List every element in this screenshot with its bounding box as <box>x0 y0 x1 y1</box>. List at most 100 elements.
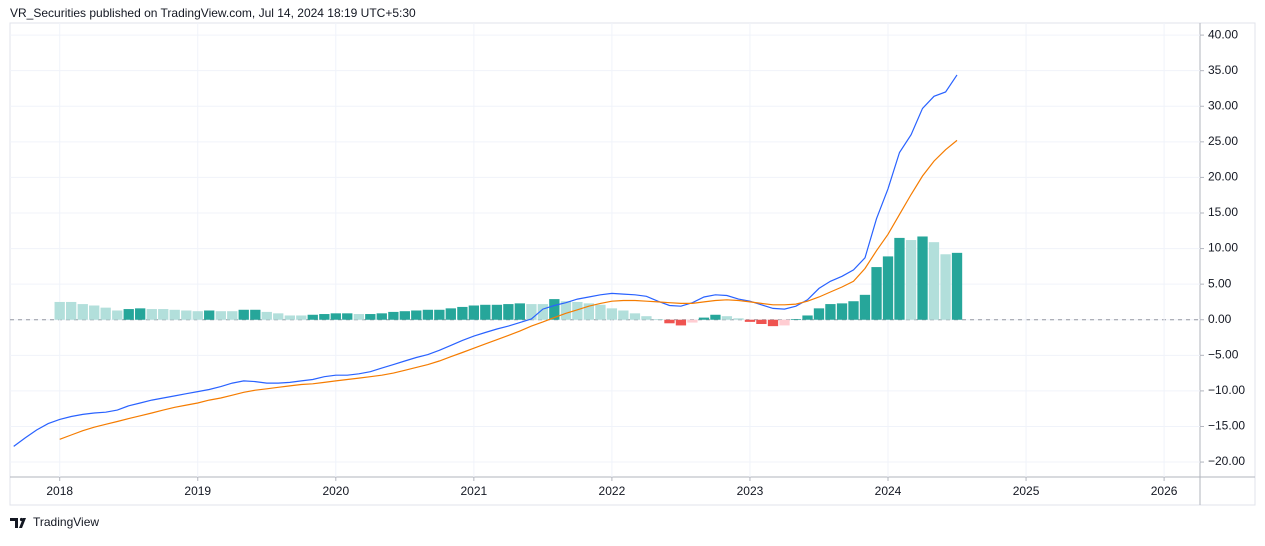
histogram-bar <box>560 301 572 320</box>
histogram-bar <box>882 256 894 320</box>
x-tick-label: 2021 <box>460 484 487 498</box>
histogram-bar <box>549 299 560 320</box>
histogram-bar <box>342 313 353 320</box>
histogram-bar <box>181 310 192 320</box>
histogram-bar <box>618 310 629 320</box>
histogram-bar <box>802 315 813 320</box>
histogram-bar <box>779 319 790 326</box>
y-tick-label: 20.00 <box>1208 170 1238 184</box>
histogram-bar <box>733 318 744 320</box>
x-tick-label: 2018 <box>46 484 73 498</box>
histogram-bar <box>710 314 721 320</box>
histogram-bar <box>399 311 410 320</box>
histogram-bar <box>192 311 203 320</box>
histogram-bar <box>848 301 859 320</box>
histogram-bar <box>135 308 146 320</box>
histogram-bar <box>744 319 756 322</box>
x-tick-label: 2019 <box>184 484 211 498</box>
histogram-bar <box>894 237 905 320</box>
logo <box>10 517 26 528</box>
histogram-bar <box>572 301 583 320</box>
frame <box>9 22 1256 506</box>
histogram-bar <box>319 314 330 320</box>
histogram-bar <box>583 303 595 320</box>
y-tick-label: −10.00 <box>1208 383 1245 397</box>
y-tick-label: 35.00 <box>1208 63 1238 77</box>
y-tick-label: 10.00 <box>1208 241 1238 255</box>
histogram-bar <box>261 311 272 320</box>
histogram-bar <box>940 254 951 320</box>
header: VR_Securities published on TradingView.c… <box>10 6 416 20</box>
histogram-bar <box>514 303 525 320</box>
histogram-bar <box>146 309 157 320</box>
histogram-bar <box>227 311 238 320</box>
histogram-bar <box>871 267 882 320</box>
footer: TradingView <box>33 515 99 529</box>
histogram-bar <box>790 319 802 320</box>
histogram-bar <box>641 316 652 320</box>
line <box>59 139 958 440</box>
histogram-bar <box>951 252 963 320</box>
histogram-bar <box>89 305 100 320</box>
y-tick-label: −20.00 <box>1208 454 1245 468</box>
y-tick-label: −15.00 <box>1208 419 1245 433</box>
histogram-bar <box>353 314 365 320</box>
histogram-bar <box>480 304 491 320</box>
histogram-bar <box>721 316 733 320</box>
y-tick-label: 25.00 <box>1208 134 1238 148</box>
x-tick-label: 2022 <box>599 484 626 498</box>
histogram-bar <box>445 308 456 320</box>
histogram-bar <box>376 313 387 320</box>
x-tick-label: 2026 <box>1151 484 1178 498</box>
y-tick-label: 15.00 <box>1208 205 1238 219</box>
histogram-bar <box>491 304 503 320</box>
histogram-bar <box>388 311 399 320</box>
y-tick-label: 5.00 <box>1208 276 1232 290</box>
histogram-bar <box>169 309 180 320</box>
histogram-bar <box>767 319 779 327</box>
line <box>13 74 958 447</box>
histogram-bar <box>629 313 641 320</box>
histogram-bar <box>365 314 376 320</box>
histogram-bar <box>411 310 422 320</box>
y-tick-label: −5.00 <box>1208 347 1239 361</box>
histogram-bar <box>66 301 77 320</box>
histogram-bar <box>215 311 226 320</box>
histogram-bar <box>687 319 698 323</box>
histogram-bar <box>606 308 618 320</box>
histogram-bar <box>756 319 767 325</box>
histogram-bar <box>503 304 514 320</box>
histogram-bar <box>307 314 318 320</box>
y-tick-label: 0.00 <box>1208 312 1232 326</box>
histogram-bar <box>54 301 65 320</box>
x-tick-label: 2023 <box>737 484 764 498</box>
histogram-bar <box>675 319 687 326</box>
histogram-bar <box>652 319 664 320</box>
y-tick-label: 40.00 <box>1208 27 1238 41</box>
histogram-bar <box>698 317 710 320</box>
histogram-bar <box>836 303 848 320</box>
histogram-bar <box>526 304 537 320</box>
histogram-bar <box>204 310 215 320</box>
histogram-bar <box>905 240 917 320</box>
histogram-bar <box>813 308 825 320</box>
histogram-bar <box>77 304 88 320</box>
histogram-bar <box>330 313 341 320</box>
histogram-bar <box>158 309 169 320</box>
histogram-bar <box>457 306 468 320</box>
histogram-bar <box>273 313 284 320</box>
histogram-bar <box>595 304 606 320</box>
histogram-bar <box>250 309 261 320</box>
histogram-bar <box>238 309 249 320</box>
histogram-bar <box>100 307 111 320</box>
histogram-bar <box>825 304 836 320</box>
x-tick-label: 2025 <box>1013 484 1040 498</box>
histogram-bar <box>284 315 295 320</box>
histogram-bar <box>859 294 871 320</box>
histogram-bar <box>123 309 134 320</box>
histogram-bar <box>422 309 434 320</box>
histogram-bar <box>468 305 480 320</box>
histogram-bar <box>434 309 445 320</box>
histogram-bar <box>296 315 307 320</box>
